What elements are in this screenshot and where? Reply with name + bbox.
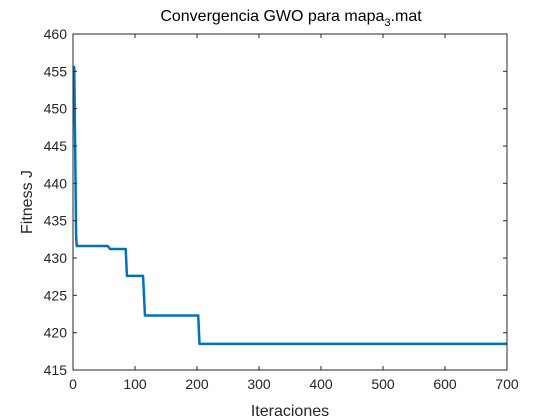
- x-tick-label: 100: [123, 376, 147, 392]
- x-tick-label: 500: [371, 376, 395, 392]
- x-tick-label: 700: [495, 376, 519, 392]
- x-axis-label: Iteraciones: [251, 403, 329, 420]
- chart-title-text: Convergencia GWO para mapa: [160, 8, 384, 25]
- chart-title: Convergencia GWO para mapa3.mat: [160, 8, 422, 29]
- x-tick-label: 400: [309, 376, 333, 392]
- series-line: [72, 65, 507, 346]
- y-tick-label: 415: [44, 362, 68, 378]
- y-axis-label: Fitness J: [19, 170, 36, 234]
- chart-marks: [72, 65, 507, 346]
- x-tick-label: 300: [247, 376, 271, 392]
- y-tick-label: 435: [44, 213, 68, 229]
- y-tick-label: 455: [44, 63, 68, 79]
- y-tick-label: 430: [44, 250, 68, 266]
- y-tick-label: 460: [44, 26, 68, 42]
- y-tick-label: 445: [44, 138, 68, 154]
- plot-box: [72, 33, 508, 371]
- chart-title-suffix: .mat: [391, 8, 423, 25]
- y-tick-label: 425: [44, 287, 68, 303]
- chart-title-subscript: 3: [384, 17, 390, 29]
- x-tick-label: 200: [185, 376, 209, 392]
- x-tick-label: 600: [433, 376, 457, 392]
- y-tick-label: 450: [44, 101, 68, 117]
- x-tick-label: 0: [69, 376, 77, 392]
- y-tick-label: 440: [44, 175, 68, 191]
- y-tick-label: 420: [44, 325, 68, 341]
- axis-ticks: 0 100 200 300 400 500 600 700 415 420 425 430 435 440…: [44, 26, 519, 392]
- plot-area: [73, 34, 507, 370]
